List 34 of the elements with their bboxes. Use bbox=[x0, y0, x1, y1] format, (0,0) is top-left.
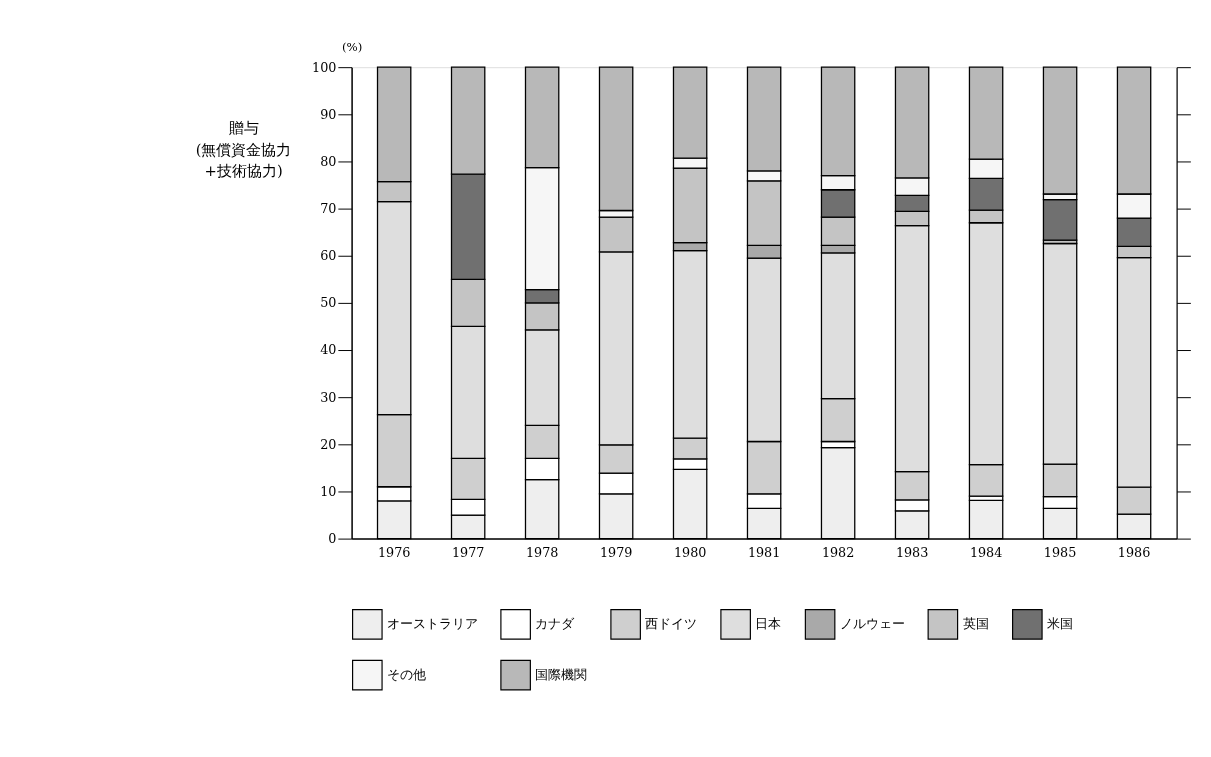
x-tick-label: 1982 bbox=[821, 544, 855, 560]
y-axis-title: (%) bbox=[341, 39, 363, 54]
legend-label: 英国 bbox=[962, 616, 989, 632]
bar bbox=[1042, 199, 1078, 241]
legend-label: 国際機関 bbox=[535, 667, 588, 683]
x-tick-label: 1984 bbox=[969, 544, 1003, 560]
x-tick-label: 1980 bbox=[673, 544, 707, 560]
y-tick-label: 40 bbox=[320, 342, 337, 358]
y-tick-label: 60 bbox=[320, 248, 337, 264]
y-tick-label: 50 bbox=[320, 295, 337, 311]
y-tick-label: 10 bbox=[320, 483, 337, 499]
legend-label: ノルウェー bbox=[839, 616, 905, 632]
y-tick-label: 70 bbox=[320, 201, 337, 217]
legend-label: 日本 bbox=[755, 616, 782, 632]
y-tick-label: 80 bbox=[320, 153, 337, 169]
y-tick-label: 20 bbox=[320, 436, 337, 452]
y-tick-label: 90 bbox=[320, 106, 337, 122]
x-tick-label: 1983 bbox=[895, 544, 929, 560]
legend-label: オーストラリア bbox=[386, 616, 478, 632]
x-tick-label: 1976 bbox=[377, 544, 411, 560]
legend-label: 米国 bbox=[1046, 616, 1073, 632]
y-tick-label: 30 bbox=[320, 389, 337, 405]
x-tick-label: 1977 bbox=[451, 544, 485, 560]
x-tick-label: 1979 bbox=[599, 544, 633, 560]
y-tick-label: 0 bbox=[328, 531, 337, 547]
x-tick-label: 1985 bbox=[1043, 544, 1077, 560]
y-tick-label: 100 bbox=[312, 59, 337, 75]
legend-label: カナダ bbox=[535, 616, 576, 632]
text: 贈与 (無償資金協力 +技術協力) bbox=[195, 118, 292, 180]
x-tick-label: 1986 bbox=[1117, 544, 1151, 560]
legend-label: 西ドイツ bbox=[645, 616, 698, 632]
x-tick-label: 1981 bbox=[747, 544, 781, 560]
x-tick-label: 1978 bbox=[525, 544, 559, 560]
legend-label: その他 bbox=[386, 667, 426, 683]
